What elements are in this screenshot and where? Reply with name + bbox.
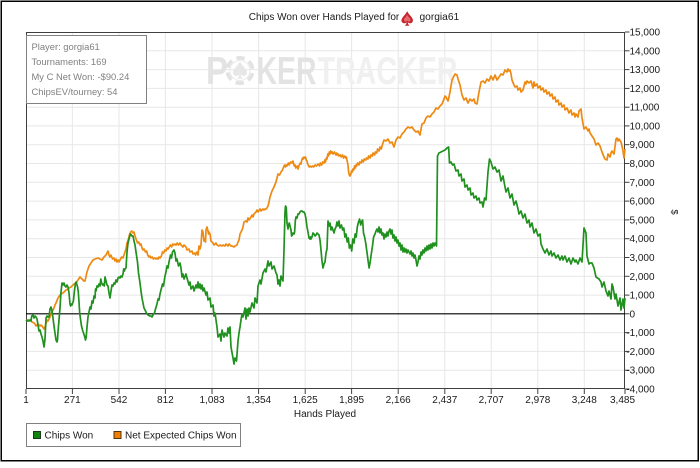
svg-text:0: 0 [630, 309, 636, 320]
svg-text:12,000: 12,000 [630, 84, 661, 95]
svg-text:3,000: 3,000 [630, 253, 655, 264]
svg-text:My C Net Won: -$90.24: My C Net Won: -$90.24 [32, 71, 130, 82]
svg-text:ChipsEV/tourney: 54: ChipsEV/tourney: 54 [32, 86, 118, 97]
svg-text:5,000: 5,000 [630, 215, 655, 226]
svg-text:Hands Played: Hands Played [294, 409, 356, 420]
svg-text:542: 542 [111, 395, 128, 406]
svg-text:812: 812 [157, 395, 174, 406]
svg-text:13,000: 13,000 [630, 65, 661, 76]
svg-text:14,000: 14,000 [630, 46, 661, 57]
svg-text:-4,000: -4,000 [626, 385, 655, 396]
svg-text:1: 1 [23, 395, 29, 406]
svg-text:1,895: 1,895 [339, 395, 364, 406]
svg-text:1,625: 1,625 [293, 395, 318, 406]
svg-text:Tournaments: 169: Tournaments: 169 [32, 56, 107, 67]
svg-text:7,000: 7,000 [630, 178, 655, 189]
svg-text:-3,000: -3,000 [626, 366, 655, 377]
svg-text:Chips Won: Chips Won [45, 431, 94, 442]
svg-text:8,000: 8,000 [630, 159, 655, 170]
svg-text:P: P [206, 50, 228, 93]
svg-text:1,083: 1,083 [199, 395, 224, 406]
svg-text:4,000: 4,000 [630, 234, 655, 245]
svg-text:Net Expected Chips Won: Net Expected Chips Won [125, 431, 237, 442]
svg-text:11,000: 11,000 [630, 103, 660, 114]
svg-text:2,000: 2,000 [630, 272, 655, 283]
svg-text:10,000: 10,000 [630, 121, 661, 132]
svg-text:2,707: 2,707 [479, 395, 504, 406]
svg-text:6,000: 6,000 [630, 197, 655, 208]
svg-text:2,978: 2,978 [525, 395, 550, 406]
svg-text:9,000: 9,000 [630, 140, 655, 151]
svg-text:3,248: 3,248 [572, 395, 597, 406]
svg-text:1,000: 1,000 [630, 291, 655, 302]
svg-text:TRACKER: TRACKER [318, 50, 458, 93]
svg-text:1,354: 1,354 [246, 395, 271, 406]
svg-text:gorgia61: gorgia61 [420, 12, 460, 23]
svg-text:$: $ [669, 209, 680, 215]
svg-text:Chips Won over Hands Played fo: Chips Won over Hands Played for [249, 12, 400, 23]
svg-text:-1,000: -1,000 [626, 328, 655, 339]
svg-text:3,485: 3,485 [610, 395, 635, 406]
svg-text:271: 271 [64, 395, 81, 406]
svg-text:2,437: 2,437 [432, 395, 457, 406]
svg-text:KER: KER [257, 50, 317, 93]
svg-text:2,166: 2,166 [386, 395, 411, 406]
svg-text:Player: gorgia61: Player: gorgia61 [32, 41, 100, 52]
svg-text:-2,000: -2,000 [626, 347, 655, 358]
svg-text:15,000: 15,000 [630, 28, 661, 39]
